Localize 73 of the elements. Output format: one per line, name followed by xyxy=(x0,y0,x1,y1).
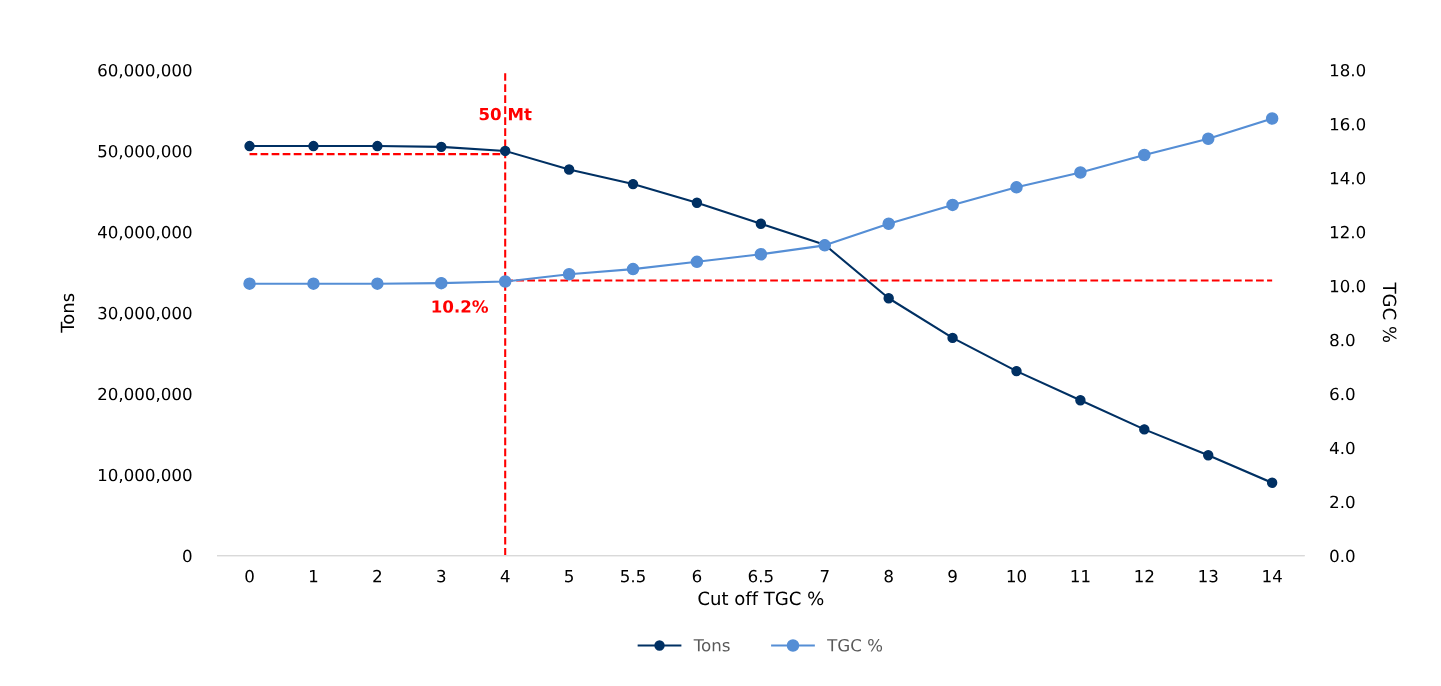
point xyxy=(563,164,575,175)
y2-tick-label: 10.0 xyxy=(1330,279,1366,293)
point xyxy=(307,277,320,290)
point xyxy=(435,276,448,290)
x-tick-label: 6.5 xyxy=(748,569,773,583)
x-tick-label: 12 xyxy=(1135,569,1154,583)
point xyxy=(691,197,703,208)
point xyxy=(498,275,512,288)
point xyxy=(499,145,511,157)
x-tick-label: 5.5 xyxy=(621,570,645,583)
x-tick-label: 9 xyxy=(948,569,957,583)
x-tick-label: 8 xyxy=(884,569,893,583)
point xyxy=(372,140,383,152)
y-tick-label: 20,000,000 xyxy=(98,387,192,403)
y-axis-title: Tons xyxy=(60,293,75,333)
y2-tick-label: 18.0 xyxy=(1330,63,1366,77)
point xyxy=(626,262,640,276)
point xyxy=(308,140,319,152)
x-tick-label: 3 xyxy=(437,569,446,583)
x-tick-label: 4 xyxy=(500,570,510,583)
y2-tick-label: 2.0 xyxy=(1330,495,1355,509)
y2-axis-title: TGC % xyxy=(1382,282,1397,343)
y2-tick-label: 12.0 xyxy=(1330,225,1366,239)
y2-tick-label: 14.0 xyxy=(1330,171,1366,185)
point xyxy=(1266,477,1278,489)
point xyxy=(755,218,767,229)
point xyxy=(883,293,894,304)
legend-label: TGC % xyxy=(827,638,883,652)
x-tick-label: 11 xyxy=(1071,570,1090,583)
y2-tick-label: 4.0 xyxy=(1329,441,1355,455)
x-tick-label: 7 xyxy=(820,570,829,583)
point xyxy=(1138,148,1151,162)
y-tick-label: 60,000,000 xyxy=(98,63,192,79)
x-tick-label: 0 xyxy=(245,569,254,583)
point xyxy=(1203,450,1214,461)
ref-line-label: 50 Mt xyxy=(479,107,532,121)
x-tick-label: 2 xyxy=(373,569,382,583)
x-axis-title: Cut off TGC % xyxy=(698,591,824,606)
point xyxy=(436,141,447,153)
point xyxy=(947,332,958,344)
point xyxy=(946,198,959,212)
y-tick-label: 0 xyxy=(183,549,192,563)
legend-label: Tons xyxy=(693,639,730,652)
x-tick-label: 5 xyxy=(565,570,573,583)
y2-tick-label: 8.0 xyxy=(1330,333,1355,347)
point xyxy=(1011,365,1022,377)
y-tick-label: 10,000,000 xyxy=(98,468,192,483)
point xyxy=(627,178,639,190)
point xyxy=(371,277,384,290)
y-tick-label: 40,000,000 xyxy=(97,225,192,241)
point xyxy=(243,277,256,290)
x-tick-label: 1 xyxy=(309,570,318,583)
y-tick-label: 50,000,000 xyxy=(98,144,192,160)
x-tick-label: 13 xyxy=(1199,569,1218,583)
x-tick-label: 14 xyxy=(1263,570,1282,583)
point xyxy=(690,255,704,269)
y2-tick-label: 16.0 xyxy=(1330,117,1366,131)
y2-tick-label: 6.0 xyxy=(1330,387,1355,401)
point xyxy=(882,217,895,231)
point xyxy=(1139,424,1150,435)
y2-tick-label: 0.0 xyxy=(1330,549,1355,563)
point xyxy=(754,248,768,261)
point xyxy=(244,140,255,152)
x-tick-label: 6 xyxy=(692,569,702,583)
point xyxy=(1265,112,1279,125)
point xyxy=(1201,132,1215,146)
point xyxy=(562,267,576,281)
point xyxy=(1010,181,1023,194)
point xyxy=(1074,166,1087,179)
point xyxy=(1075,395,1086,406)
x-tick-label: 10 xyxy=(1007,569,1026,583)
y-tick-label: 30,000,000 xyxy=(98,306,192,322)
ref-line-label: 10.2% xyxy=(432,300,488,313)
